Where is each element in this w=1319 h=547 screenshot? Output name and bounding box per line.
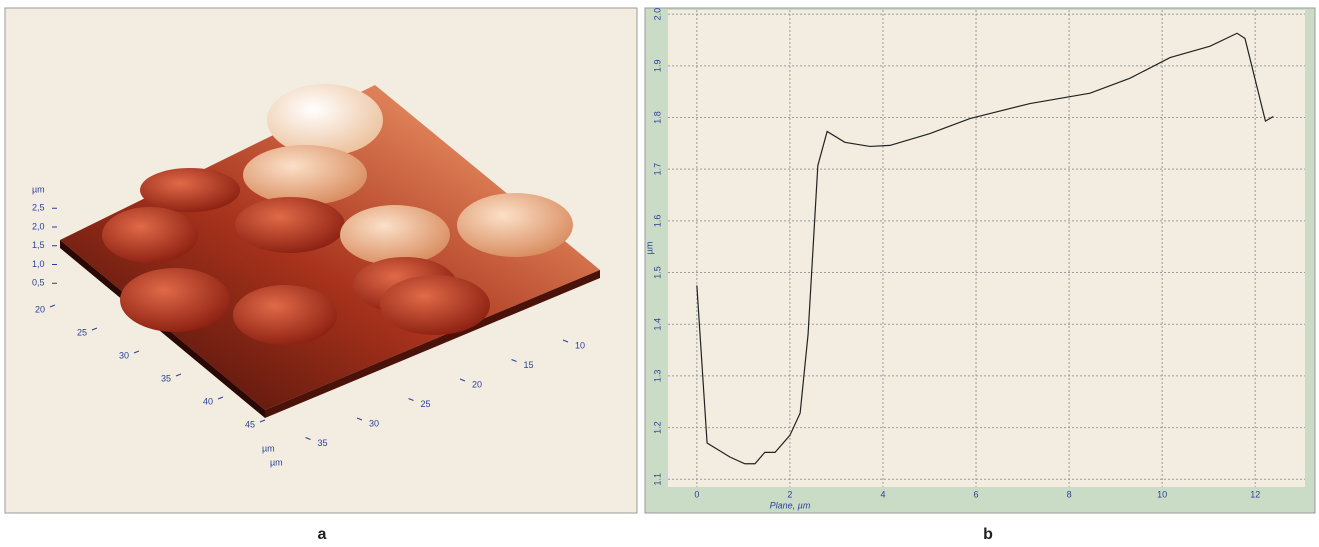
x-tick (259, 419, 266, 423)
x-tick-label: 12 (1250, 489, 1260, 499)
y-tick (305, 437, 311, 440)
x-tick-label: 35 (161, 373, 171, 383)
x-tick-label: 0 (694, 489, 699, 499)
z-tick-label: 1,5 (32, 240, 45, 250)
y-tick (562, 339, 569, 343)
x-tick (133, 350, 140, 354)
x-axis-label: Plane, µm (770, 500, 811, 510)
x-tick-label: 20 (35, 304, 45, 314)
y-axis-label: µm (270, 457, 283, 467)
x-tick-label: 30 (119, 350, 129, 360)
y-tick-label: 1.4 (652, 318, 662, 331)
y-tick-label: 20 (472, 379, 482, 389)
x-tick-label: 8 (1067, 489, 1072, 499)
y-tick-label: 1.2 (652, 421, 662, 434)
y-tick-label: 1.9 (652, 60, 662, 73)
y-tick-label: 15 (523, 360, 533, 370)
x-tick (49, 304, 56, 308)
profile-line (696, 32, 1274, 465)
y-tick-label: 1.6 (652, 215, 662, 228)
x-tick-label: 2 (787, 489, 792, 499)
z-tick-label: 2,0 (32, 221, 45, 231)
y-tick (459, 378, 466, 382)
y-tick (511, 359, 517, 362)
x-tick-label: 4 (880, 489, 885, 499)
x-tick-label: 10 (1157, 489, 1167, 499)
x-tick (91, 327, 98, 331)
z-axis-label: µm (32, 184, 45, 194)
y-tick-label: 10 (575, 340, 585, 350)
y-tick-label: 1.1 (652, 473, 662, 486)
y-tick (356, 417, 363, 421)
panel-label: b (983, 526, 993, 543)
y-tick-label: 1.7 (652, 163, 662, 176)
plot-area (668, 10, 1305, 487)
y-tick-label: 25 (420, 399, 430, 409)
z-tick-label: 0,5 (32, 278, 45, 288)
y-axis-label: µm (644, 242, 654, 255)
y-tick-label: 30 (369, 418, 379, 428)
z-tick-label: 2,5 (32, 203, 45, 213)
y-tick-label: 2.0 (652, 8, 662, 21)
x-tick-label: 45 (245, 419, 255, 429)
z-tick-label: 1,0 (32, 259, 45, 269)
x-tick (217, 396, 224, 400)
x-tick-label: 25 (77, 327, 87, 337)
panel-label: a (318, 526, 327, 543)
y-tick-label: 1.5 (652, 266, 662, 279)
x-axis-label: µm (262, 443, 275, 453)
y-tick-label: 1.8 (652, 111, 662, 124)
x-tick (175, 373, 182, 377)
x-tick-label: 6 (974, 489, 979, 499)
y-tick-label: 35 (317, 438, 327, 448)
y-tick-label: 1.3 (652, 370, 662, 383)
x-tick-label: 40 (203, 396, 213, 406)
y-tick (408, 398, 414, 401)
surface (60, 84, 600, 418)
